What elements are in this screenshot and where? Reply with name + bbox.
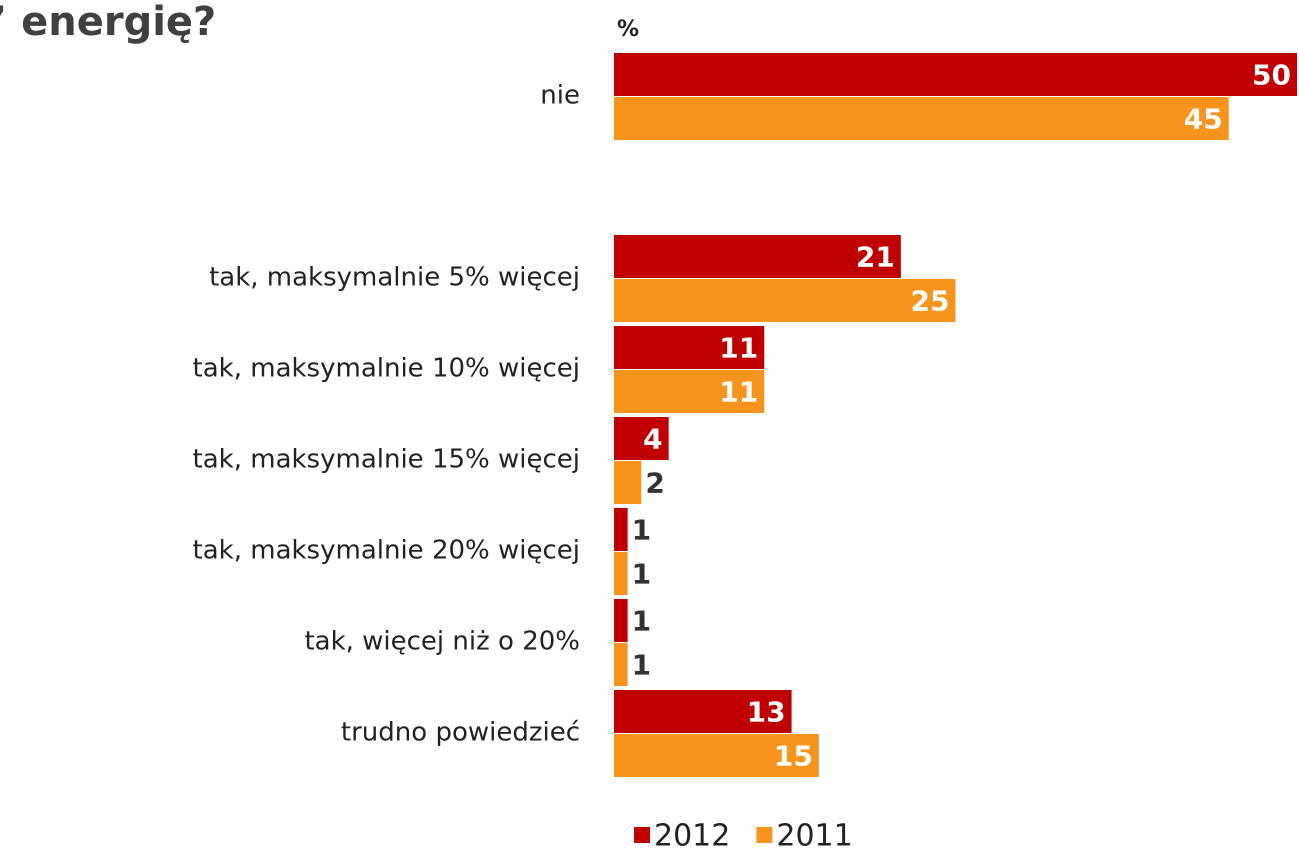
value-label: 45 xyxy=(1184,103,1223,136)
bar xyxy=(614,643,628,686)
bar xyxy=(614,461,642,504)
value-label: 1 xyxy=(632,649,651,682)
category-label: tak, więcej niż o 20% xyxy=(304,627,580,657)
value-label: 21 xyxy=(856,241,895,274)
legend-swatch xyxy=(756,827,773,843)
value-label: 25 xyxy=(911,285,950,318)
category-label: tak, maksymalnie 10% więcej xyxy=(193,354,580,384)
category-label: tak, maksymalnie 15% więcej xyxy=(193,445,580,475)
bar xyxy=(614,599,628,642)
category-label: trudno powiedzieć xyxy=(341,718,580,748)
value-label: 1 xyxy=(632,605,651,638)
legend-swatch xyxy=(634,827,650,843)
bar xyxy=(614,279,956,322)
bar xyxy=(614,235,901,278)
category-label: nie xyxy=(540,81,580,111)
unit-label: % xyxy=(617,17,639,42)
value-label: 1 xyxy=(632,558,651,591)
bar xyxy=(614,417,669,460)
value-label: 2 xyxy=(645,467,664,500)
category-label: tak, maksymalnie 5% więcej xyxy=(209,263,580,293)
value-label: 11 xyxy=(719,376,758,409)
value-label: 4 xyxy=(643,423,662,456)
bar xyxy=(614,326,765,369)
legend-label: 2012 xyxy=(654,819,730,854)
value-label: 15 xyxy=(774,740,813,773)
category-label: tak, maksymalnie 20% więcej xyxy=(193,536,580,566)
bar xyxy=(614,508,628,551)
bar xyxy=(614,370,765,413)
bar xyxy=(614,97,1229,140)
value-label: 1 xyxy=(632,514,651,547)
bar xyxy=(614,552,628,595)
bar xyxy=(614,734,819,777)
value-label: 50 xyxy=(1252,59,1291,92)
bar xyxy=(614,53,1297,96)
value-label: 11 xyxy=(719,332,758,365)
value-label: 13 xyxy=(747,696,786,729)
chart-title: ’ energię? xyxy=(0,0,216,45)
bar xyxy=(614,690,792,733)
legend-label: 2011 xyxy=(776,819,852,854)
